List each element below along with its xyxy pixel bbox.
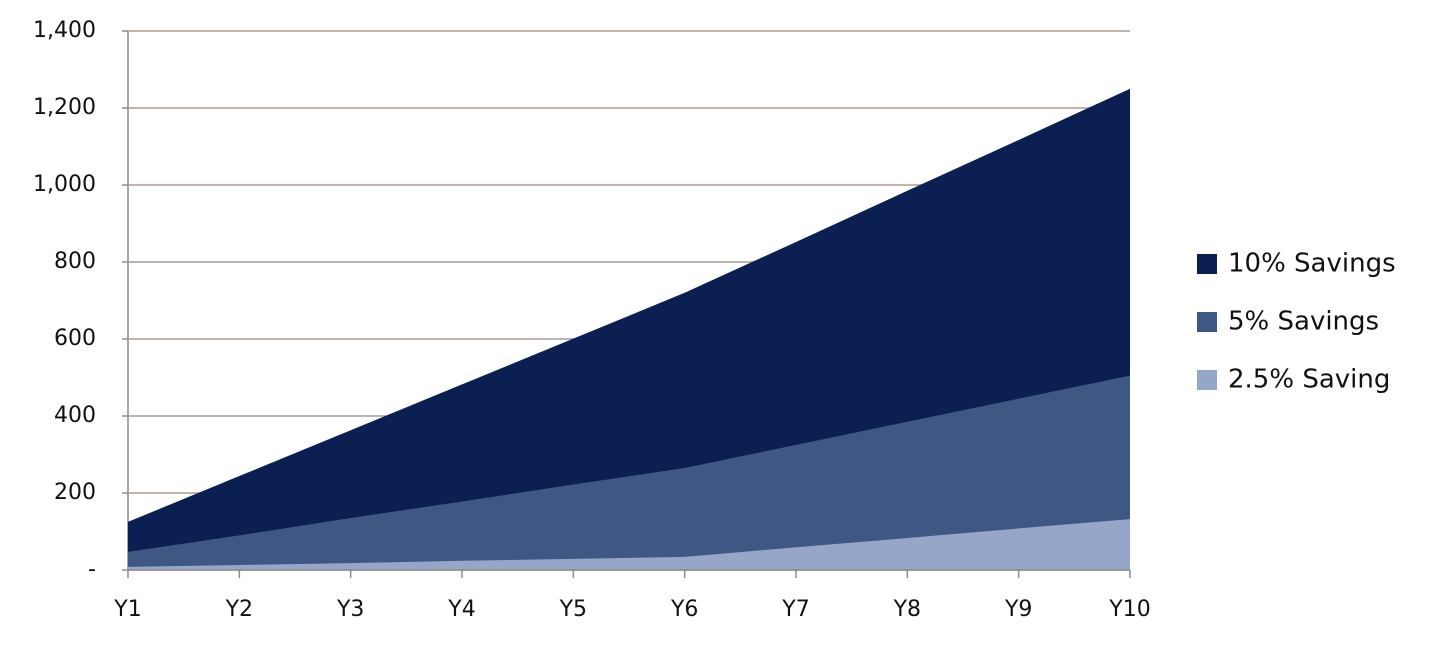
y-tick-label: 1,400 [33, 18, 96, 43]
x-tick-label: Y1 [113, 597, 141, 622]
legend-label: 2.5% Saving [1228, 365, 1390, 395]
legend-swatch [1197, 254, 1217, 274]
legend-swatch [1197, 312, 1217, 332]
x-tick-label: Y8 [893, 597, 921, 622]
y-tick-label: 1,200 [33, 95, 96, 120]
area [128, 375, 1130, 570]
legend-label: 10% Savings [1228, 249, 1396, 279]
x-tick-label: Y6 [670, 597, 698, 622]
legend-swatch [1197, 370, 1217, 390]
x-tick-label: Y2 [225, 597, 253, 622]
x-tick-label: Y7 [781, 597, 809, 622]
y-tick-label: 1,000 [33, 172, 96, 197]
x-tick-label: Y9 [1004, 597, 1032, 622]
y-tick-label: 400 [54, 403, 96, 428]
x-tick-label: Y5 [559, 597, 587, 622]
x-tick-label: Y10 [1108, 597, 1150, 622]
area [128, 519, 1130, 570]
y-tick-label: 200 [54, 480, 96, 505]
legend-label: 5% Savings [1228, 307, 1379, 337]
y-tick-label: 600 [54, 326, 96, 351]
x-tick-label: Y4 [447, 597, 475, 622]
y-tick-label: - [88, 557, 96, 582]
x-tick-label: Y3 [336, 597, 364, 622]
y-tick-label: 800 [54, 249, 96, 274]
